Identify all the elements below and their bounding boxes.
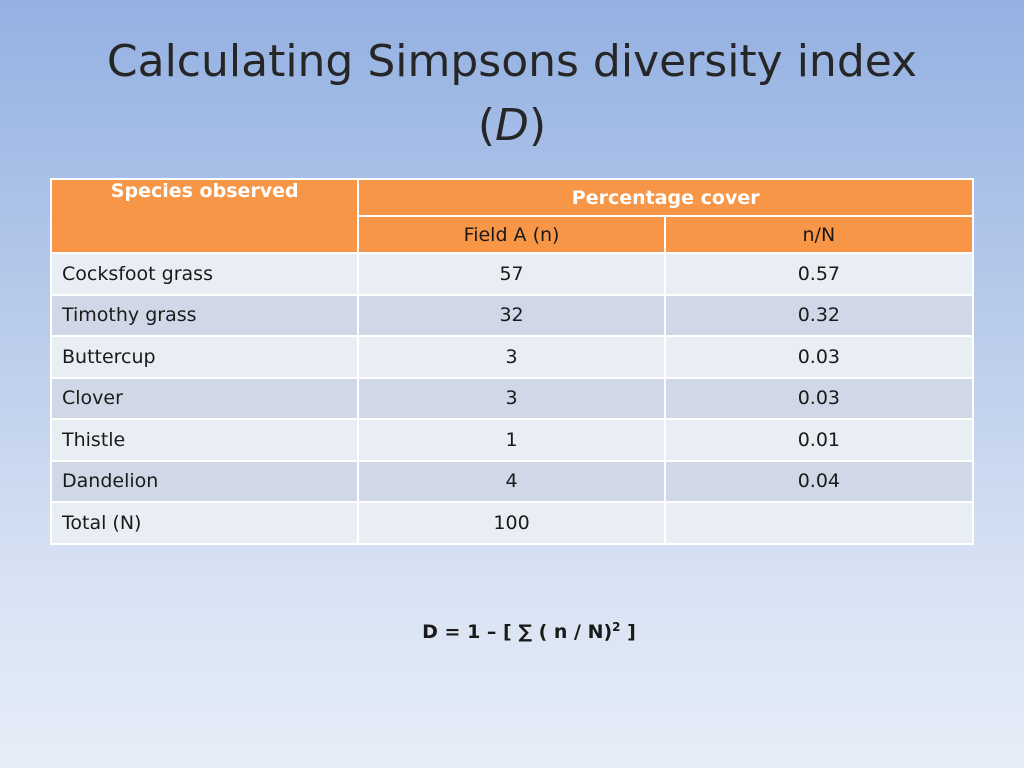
field-a-value: 3 [357,376,666,420]
simpson-formula: D = 1 – [ ∑ ( n / N)2 ] [0,620,1024,643]
total-ratio [663,501,975,545]
field-a-value: 32 [357,293,666,337]
table-row: Dandelion 4 0.04 [49,459,975,503]
table-row: Cocksfoot grass 57 0.57 [49,252,975,296]
field-a-value: 3 [357,335,666,379]
table-row: Timothy grass 32 0.32 [49,293,975,337]
species-table: Species observed Percentage cover Field … [49,178,975,545]
formula-text: D = 1 – [ ∑ ( n / N) [422,621,613,643]
species-name: Timothy grass [49,293,360,337]
formula-exponent: 2 [612,620,621,634]
ratio-value: 0.03 [663,335,975,379]
field-a-value: 57 [357,252,666,296]
table-row-total: Total (N) 100 [49,501,975,545]
table-header-row: Species observed Percentage cover [49,178,974,254]
total-label: Total (N) [49,501,360,545]
species-name: Buttercup [49,335,360,379]
subheader-ratio: n/N [663,215,975,254]
slide-title: Calculating Simpsons diversity index (D) [0,30,1024,158]
table-row: Buttercup 3 0.03 [49,335,975,379]
table-row: Thistle 1 0.01 [49,418,975,462]
species-name: Cocksfoot grass [49,252,360,296]
species-name: Dandelion [49,459,360,503]
table-subheader-row: Field A (n) n/N [51,215,975,254]
total-value: 100 [357,501,666,545]
title-italic-d: D [495,100,529,151]
table-row: Clover 3 0.03 [49,376,975,420]
header-species-observed: Species observed [49,178,360,254]
subheader-field-a: Field A (n) [357,215,666,254]
ratio-value: 0.04 [663,459,975,503]
ratio-value: 0.01 [663,418,975,462]
field-a-value: 1 [357,418,666,462]
formula-close: ] [620,621,636,643]
ratio-value: 0.32 [663,293,975,337]
species-name: Thistle [49,418,360,462]
species-name: Clover [49,376,360,420]
ratio-value: 0.57 [663,252,975,296]
ratio-value: 0.03 [663,376,975,420]
title-paren-open: ( [477,100,496,151]
title-paren-close: ) [528,100,547,151]
field-a-value: 4 [357,459,666,503]
title-line-1: Calculating Simpsons diversity index [106,36,918,87]
title-line-2: (D) [0,94,1024,158]
header-percentage-cover: Percentage cover [357,178,974,217]
